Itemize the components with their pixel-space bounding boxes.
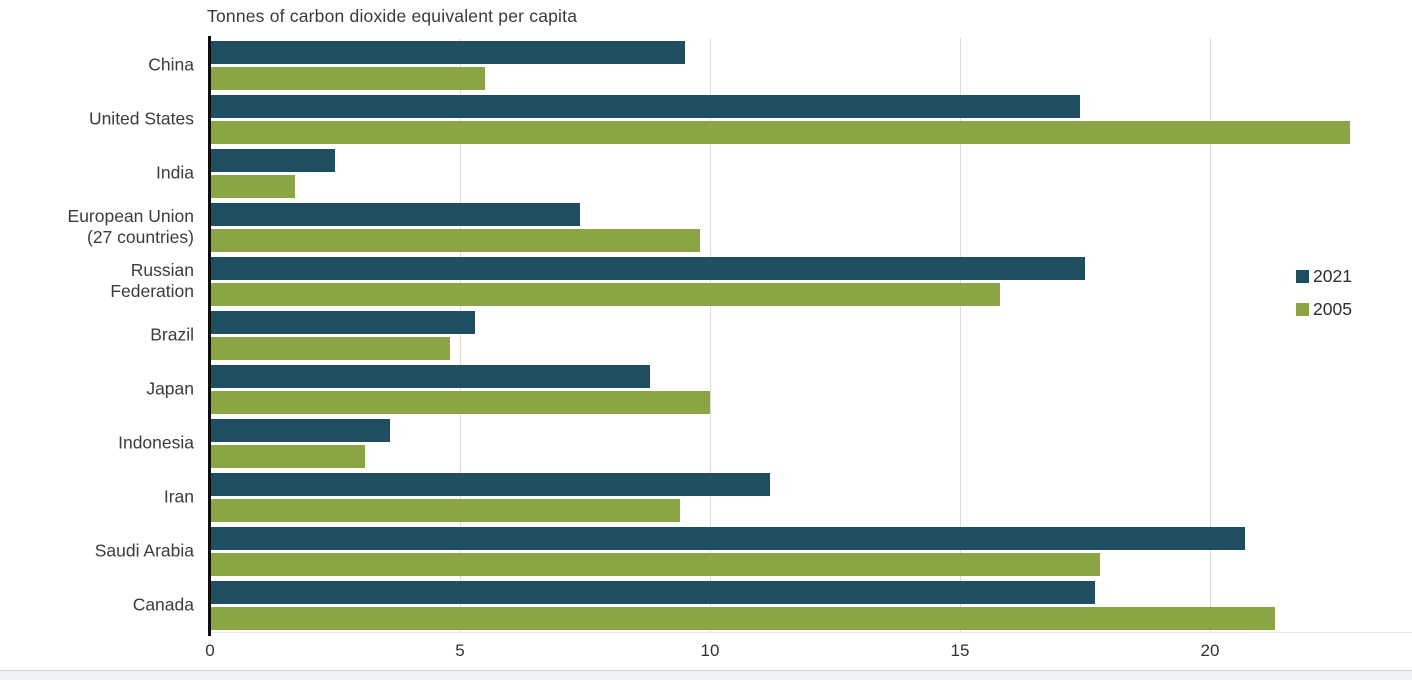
bar-russian-federation-2021 bbox=[210, 256, 1085, 280]
category-label-iran: Iran bbox=[163, 486, 194, 507]
plot-area: China United States India European Union (2… bbox=[68, 36, 1412, 636]
row-indonesia: Indonesia bbox=[118, 416, 1410, 470]
y-axis-line bbox=[208, 36, 211, 636]
bar-canada-2005 bbox=[210, 606, 1275, 630]
bar-india-2021 bbox=[210, 148, 335, 172]
bar-iran-2005 bbox=[210, 498, 680, 522]
legend-label-2021: 2021 bbox=[1313, 266, 1352, 286]
bar-indonesia-2021 bbox=[210, 418, 390, 442]
legend-item-2021: 2021 bbox=[1296, 266, 1352, 287]
bar-iran-2021 bbox=[210, 472, 770, 496]
bar-japan-2005 bbox=[210, 390, 710, 414]
x-axis-baseline bbox=[210, 632, 1412, 633]
chart-title: Tonnes of carbon dioxide equivalent per … bbox=[207, 6, 578, 26]
x-tick-label-5: 5 bbox=[455, 641, 465, 660]
category-label-russian-federation: Russian Federation bbox=[110, 260, 194, 301]
bar-china-2005 bbox=[210, 66, 485, 90]
gridline-10 bbox=[710, 38, 711, 632]
row-iran: Iran bbox=[164, 470, 1410, 524]
legend-swatch-2005 bbox=[1296, 303, 1309, 316]
category-label-indonesia: Indonesia bbox=[118, 432, 194, 453]
category-label-china: China bbox=[148, 54, 194, 75]
x-tick-label-0: 0 bbox=[205, 641, 215, 660]
x-tick-label-20: 20 bbox=[1200, 641, 1220, 660]
bar-indonesia-2005 bbox=[210, 444, 365, 468]
category-label-european-union-27-countries: European Union (27 countries) bbox=[67, 206, 194, 247]
category-label-japan: Japan bbox=[146, 378, 194, 399]
category-label-india: India bbox=[156, 162, 194, 183]
legend-label-2005: 2005 bbox=[1313, 299, 1352, 319]
x-tick-label-15: 15 bbox=[950, 641, 970, 660]
bar-brazil-2005 bbox=[210, 336, 450, 360]
bar-saudi-arabia-2005 bbox=[210, 552, 1100, 576]
category-label-united-states: United States bbox=[88, 108, 194, 129]
row-china: China bbox=[148, 38, 1410, 92]
bar-brazil-2021 bbox=[210, 310, 475, 334]
bar-russian-federation-2005 bbox=[210, 282, 1000, 306]
category-label-brazil: Brazil bbox=[150, 324, 194, 345]
gridline-5 bbox=[460, 38, 461, 632]
bar-european-union-27-countries-2005 bbox=[210, 228, 700, 252]
row-brazil: Brazil bbox=[150, 308, 1410, 362]
category-label-saudi-arabia: Saudi Arabia bbox=[94, 540, 194, 561]
x-axis-ticks: 0 5 10 15 20 bbox=[205, 641, 1410, 663]
bar-japan-2021 bbox=[210, 364, 650, 388]
row-united-states: United States bbox=[89, 92, 1410, 146]
legend-swatch-2021 bbox=[1296, 270, 1309, 283]
bar-rows: China United States India European Union (2… bbox=[68, 38, 1410, 632]
row-india: India bbox=[156, 146, 1410, 200]
row-saudi-arabia: Saudi Arabia bbox=[95, 524, 1410, 578]
legend-item-2005: 2005 bbox=[1296, 299, 1352, 320]
bar-united-states-2005 bbox=[210, 120, 1350, 144]
row-russian-federation: Russian Federation bbox=[110, 254, 1410, 308]
bar-india-2005 bbox=[210, 174, 295, 198]
category-label-canada: Canada bbox=[132, 594, 194, 615]
row-japan: Japan bbox=[146, 362, 1410, 416]
bar-united-states-2021 bbox=[210, 94, 1080, 118]
gridline-15 bbox=[960, 38, 961, 632]
x-tick-label-10: 10 bbox=[700, 641, 720, 660]
bottom-strip bbox=[0, 670, 1412, 680]
row-european-union-27-countries: European Union (27 countries) bbox=[68, 200, 1410, 254]
bar-china-2021 bbox=[210, 40, 685, 64]
bar-saudi-arabia-2021 bbox=[210, 526, 1245, 550]
bar-european-union-27-countries-2021 bbox=[210, 202, 580, 226]
bar-canada-2021 bbox=[210, 580, 1095, 604]
row-canada: Canada bbox=[133, 578, 1410, 632]
legend: 2021 2005 bbox=[1296, 266, 1352, 320]
gridline-20 bbox=[1210, 38, 1211, 632]
